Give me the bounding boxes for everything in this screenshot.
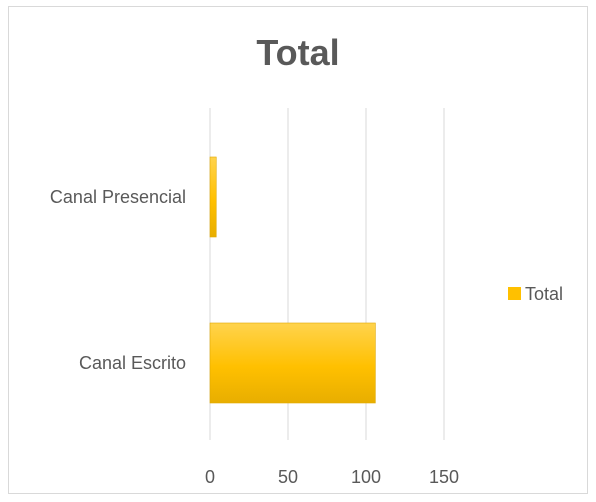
category-label: Canal Presencial — [50, 187, 186, 207]
chart-area — [8, 6, 588, 494]
legend-label: Total — [525, 284, 563, 304]
category-label: Canal Escrito — [79, 353, 186, 373]
legend-swatch — [508, 287, 521, 300]
category-labels: Canal Presencial Canal Escrito — [50, 187, 186, 373]
bars — [209, 156, 376, 404]
x-tick-label: 50 — [278, 467, 298, 487]
chart-title: Total — [256, 32, 340, 73]
x-tick-labels: 0 50 100 150 — [205, 467, 459, 487]
bar-canal-presencial — [209, 156, 217, 238]
bar-canal-escrito — [209, 322, 376, 404]
x-tick-label: 0 — [205, 467, 215, 487]
legend: Total — [508, 284, 563, 304]
x-tick-label: 150 — [429, 467, 459, 487]
x-tick-label: 100 — [351, 467, 381, 487]
